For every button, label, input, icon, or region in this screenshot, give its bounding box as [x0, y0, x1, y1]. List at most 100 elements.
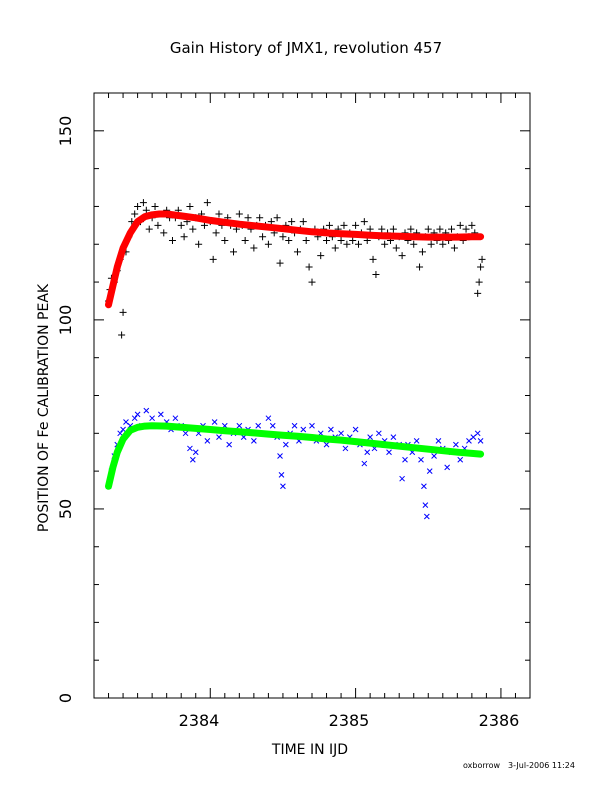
data-point [478, 255, 486, 263]
data-point [204, 438, 211, 444]
data-point [372, 271, 380, 278]
data-point [230, 248, 238, 256]
data-point [418, 456, 424, 463]
data-point [317, 252, 325, 260]
data-point [381, 240, 389, 248]
data-point [424, 225, 432, 233]
axis-ticks [94, 92, 531, 699]
data-point [378, 225, 386, 233]
data-point [457, 456, 464, 463]
data-point [343, 240, 351, 248]
fit-curve-1 [105, 210, 485, 309]
data-point [325, 221, 333, 229]
data-point [269, 422, 276, 429]
data-point [421, 483, 427, 490]
chart-title: Gain History of JMX1, revolution 457 [170, 39, 442, 57]
x-tick-label: 2385 [329, 711, 370, 730]
data-point [468, 221, 476, 229]
data-point [439, 240, 447, 248]
data-point [131, 210, 139, 218]
data-point [189, 225, 197, 233]
data-point [331, 244, 339, 252]
data-point [364, 449, 371, 456]
data-point [216, 434, 222, 440]
data-point [139, 199, 147, 207]
data-point [355, 240, 363, 248]
data-point [264, 240, 272, 248]
data-point [323, 441, 330, 448]
data-point [182, 430, 189, 437]
data-point [221, 236, 229, 244]
y-tick-label: 100 [56, 305, 75, 336]
data-point [386, 449, 392, 456]
data-point [192, 449, 199, 456]
data-point [416, 263, 424, 271]
data-point [323, 236, 331, 244]
data-point [195, 240, 203, 248]
data-point [251, 438, 257, 444]
data-point [340, 221, 348, 229]
data-point [172, 415, 179, 422]
data-point [278, 472, 285, 478]
data-point [154, 221, 162, 229]
data-point [389, 225, 397, 233]
data-point [300, 426, 307, 433]
data-point [352, 221, 360, 229]
data-point [256, 214, 264, 222]
data-point [118, 331, 126, 339]
data-point [436, 225, 444, 233]
data-point [427, 240, 435, 248]
footer-date: 3-Jul-2006 11:24 [508, 761, 575, 770]
data-point [474, 289, 482, 297]
data-point [305, 263, 313, 271]
data-point [117, 430, 124, 437]
x-tick-label: 2384 [179, 711, 220, 730]
data-point [149, 415, 155, 422]
data-point [285, 236, 293, 244]
data-point [119, 308, 127, 316]
data-point [450, 244, 458, 252]
data-point [474, 430, 481, 437]
data-point [431, 453, 437, 459]
y-tick-label: 150 [56, 116, 75, 147]
data-point [120, 426, 126, 433]
data-point [413, 438, 420, 444]
data-point [291, 422, 298, 429]
x-tick-label: 2386 [479, 711, 520, 730]
data-point [134, 411, 141, 418]
data-point [302, 236, 310, 244]
data-point [410, 240, 418, 248]
data-point [399, 475, 405, 482]
data-point [342, 445, 349, 452]
data-point [423, 513, 430, 520]
data-point [366, 225, 374, 233]
data-point [392, 244, 400, 252]
data-point [200, 221, 208, 229]
data-point [360, 218, 368, 226]
data-point [475, 278, 483, 286]
data-point [209, 255, 217, 263]
plot-frame [93, 92, 531, 699]
data-point [187, 445, 193, 452]
data-point [265, 415, 272, 422]
data-point [273, 214, 281, 222]
y-axis-label: POSITION OF Fe CALIBRATION PEAK [36, 283, 52, 532]
data-point [337, 236, 345, 244]
data-point [477, 263, 485, 271]
data-point [402, 456, 408, 463]
data-point [349, 236, 357, 244]
data-point [168, 236, 176, 244]
data-point [453, 441, 459, 448]
data-point [236, 422, 243, 429]
data-point [280, 483, 286, 490]
data-point [422, 502, 429, 509]
data-point [407, 225, 415, 233]
data-point [477, 438, 484, 444]
data-point [235, 210, 243, 218]
data-point [338, 430, 344, 437]
data-point [157, 411, 164, 418]
data-point [177, 221, 185, 229]
data-point [435, 438, 442, 444]
data-point [259, 233, 267, 241]
